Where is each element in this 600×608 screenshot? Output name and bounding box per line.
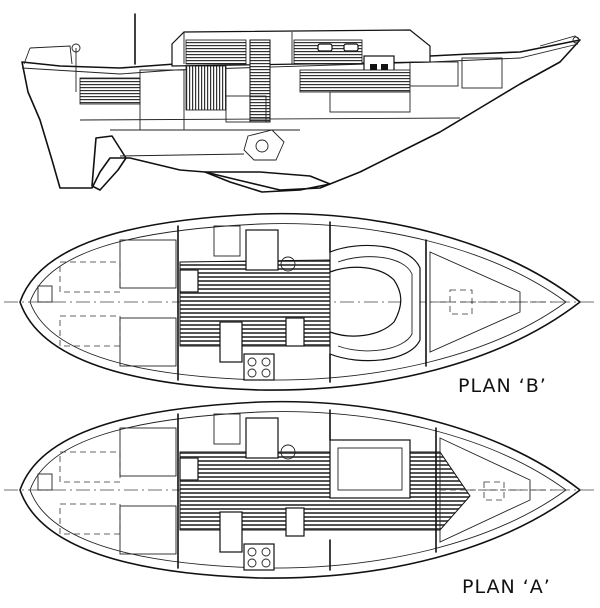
- plan-b-label: PLAN ‘B’: [458, 375, 547, 397]
- plan-b-dinette: [329, 244, 421, 362]
- plan-a-settee: [329, 439, 411, 499]
- plan-a-label: PLAN ‘A’: [462, 576, 551, 598]
- plan-b-layout: [4, 212, 596, 391]
- side-profile: [21, 13, 581, 193]
- hull-outline: [21, 39, 581, 191]
- plan-a-layout: [4, 400, 596, 579]
- rudder: [91, 135, 127, 191]
- plan-b-sole: [179, 259, 331, 347]
- keel: [204, 171, 331, 193]
- engine: [243, 129, 285, 161]
